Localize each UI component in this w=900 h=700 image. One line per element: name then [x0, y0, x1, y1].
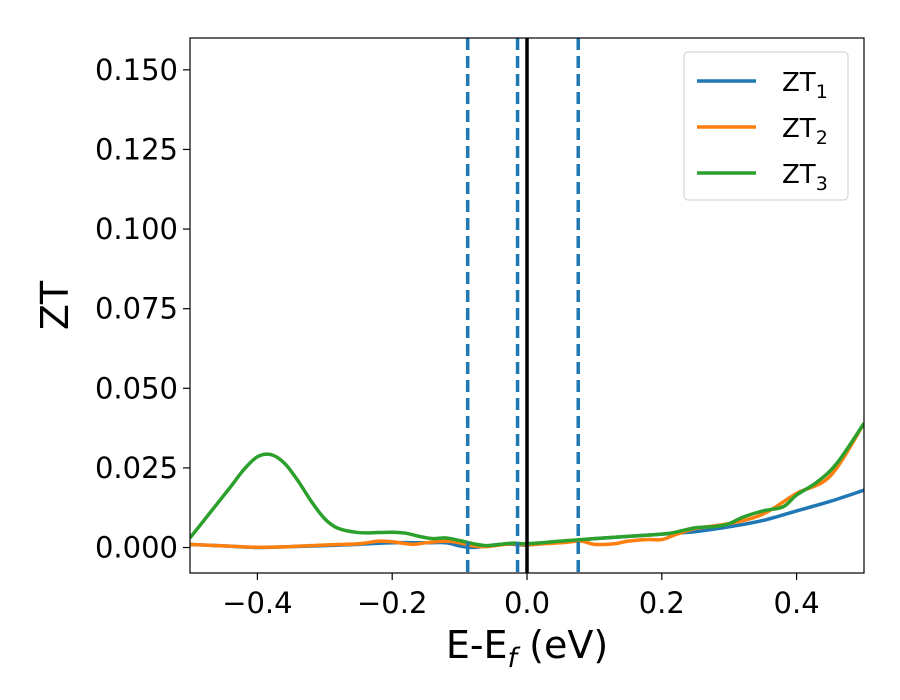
x-tick-label: 0.2	[639, 586, 685, 620]
x-tick-label: 0.4	[774, 586, 820, 620]
x-tick-label: 0.0	[504, 586, 550, 620]
y-tick-label: 0.075	[95, 292, 178, 326]
x-tick-label: −0.2	[357, 586, 427, 620]
y-axis-label: ZT	[33, 280, 77, 330]
legend-label-zt3: ZT3	[782, 160, 828, 195]
y-tick-label: 0.025	[95, 451, 178, 485]
y-tick-label: 0.100	[95, 212, 178, 246]
legend-box	[683, 51, 849, 201]
legend-label-zt1: ZT1	[782, 68, 828, 103]
series-line-zt3	[190, 422, 864, 548]
y-tick-label: 0.150	[95, 53, 178, 87]
legend: ZT1 ZT2 ZT3	[683, 51, 849, 201]
y-tick-label: 0.050	[95, 371, 178, 405]
plot-lines	[190, 38, 864, 573]
legend-label-zt2: ZT2	[782, 114, 828, 149]
legend-items: ZT1 ZT2 ZT3	[697, 68, 828, 195]
axis-ticks: −0.4 −0.2 0.0 0.2 0.4 0.000 0.025 0.050 0.075 0.1…	[95, 53, 820, 620]
y-tick-label: 0.000	[95, 531, 178, 565]
x-axis-label: E-Ef (eV)	[446, 623, 608, 674]
y-tick-label: 0.125	[95, 132, 178, 166]
x-tick-label: −0.4	[222, 586, 292, 620]
